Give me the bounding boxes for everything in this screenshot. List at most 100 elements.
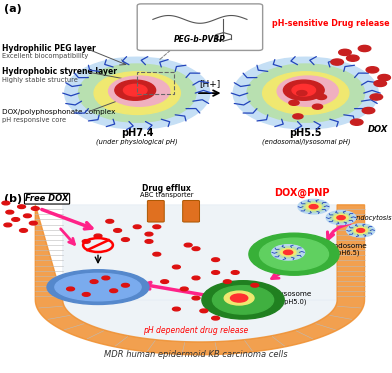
Circle shape bbox=[337, 216, 345, 220]
Text: pH7.4: pH7.4 bbox=[121, 128, 153, 138]
FancyBboxPatch shape bbox=[147, 200, 164, 222]
Text: (target): (target) bbox=[85, 294, 111, 301]
Circle shape bbox=[370, 94, 383, 100]
Circle shape bbox=[306, 203, 321, 210]
Circle shape bbox=[233, 57, 378, 129]
Circle shape bbox=[110, 289, 118, 292]
Circle shape bbox=[192, 247, 200, 251]
Circle shape bbox=[114, 229, 122, 232]
Circle shape bbox=[65, 57, 210, 129]
Text: (~pH5.0): (~pH5.0) bbox=[276, 298, 307, 305]
Circle shape bbox=[374, 80, 387, 87]
Circle shape bbox=[272, 245, 305, 260]
Text: Highly stable structure: Highly stable structure bbox=[2, 76, 78, 82]
Circle shape bbox=[350, 119, 363, 125]
Circle shape bbox=[347, 224, 375, 237]
Polygon shape bbox=[63, 205, 337, 342]
Circle shape bbox=[297, 91, 307, 95]
Circle shape bbox=[6, 210, 14, 214]
Circle shape bbox=[24, 214, 31, 217]
Text: Drug efflux: Drug efflux bbox=[142, 184, 191, 193]
FancyBboxPatch shape bbox=[137, 4, 263, 50]
Text: DOX/polyphosphonate complex: DOX/polyphosphonate complex bbox=[2, 110, 115, 116]
Circle shape bbox=[180, 287, 188, 291]
Text: DOX: DOX bbox=[368, 125, 388, 134]
Circle shape bbox=[82, 292, 90, 296]
Circle shape bbox=[123, 84, 147, 96]
Circle shape bbox=[339, 49, 351, 56]
Circle shape bbox=[347, 55, 359, 61]
Text: Endosome: Endosome bbox=[329, 243, 367, 249]
Circle shape bbox=[161, 280, 169, 283]
FancyBboxPatch shape bbox=[183, 200, 200, 222]
Circle shape bbox=[94, 234, 102, 238]
Text: pH-sensitive Drug release: pH-sensitive Drug release bbox=[272, 19, 390, 28]
Circle shape bbox=[12, 217, 20, 221]
Text: ABC transporter: ABC transporter bbox=[140, 192, 193, 198]
Circle shape bbox=[4, 223, 12, 227]
Text: (~pH6.5): (~pH6.5) bbox=[329, 249, 360, 256]
Circle shape bbox=[330, 213, 352, 223]
Circle shape bbox=[106, 219, 114, 223]
Ellipse shape bbox=[47, 270, 149, 304]
Text: (under physiological pH): (under physiological pH) bbox=[96, 138, 178, 145]
Text: PEG-b-PVBP: PEG-b-PVBP bbox=[174, 35, 226, 44]
Circle shape bbox=[192, 296, 200, 300]
Text: pH5.5: pH5.5 bbox=[290, 128, 322, 138]
Circle shape bbox=[20, 229, 27, 232]
Circle shape bbox=[2, 201, 10, 205]
Circle shape bbox=[184, 243, 192, 247]
Circle shape bbox=[326, 211, 356, 225]
Text: Excellent biocompatibility: Excellent biocompatibility bbox=[2, 53, 88, 59]
Circle shape bbox=[230, 294, 248, 302]
Circle shape bbox=[263, 72, 349, 115]
Circle shape bbox=[153, 253, 161, 256]
Circle shape bbox=[292, 84, 316, 96]
Ellipse shape bbox=[55, 273, 141, 301]
Circle shape bbox=[350, 226, 371, 235]
Circle shape bbox=[223, 280, 231, 283]
Circle shape bbox=[145, 239, 153, 243]
Circle shape bbox=[283, 250, 293, 254]
Circle shape bbox=[277, 76, 338, 106]
Text: Free DOX: Free DOX bbox=[25, 194, 69, 203]
Text: Lysosome: Lysosome bbox=[276, 291, 312, 297]
Circle shape bbox=[251, 283, 259, 287]
Circle shape bbox=[115, 80, 156, 100]
Text: [H+]: [H+] bbox=[199, 79, 220, 88]
Circle shape bbox=[224, 291, 254, 305]
Circle shape bbox=[357, 229, 365, 232]
Circle shape bbox=[354, 227, 367, 233]
Text: Hydrophobic styrene layer: Hydrophobic styrene layer bbox=[2, 67, 117, 76]
Polygon shape bbox=[35, 205, 365, 355]
Circle shape bbox=[212, 258, 220, 261]
Circle shape bbox=[331, 59, 343, 65]
Circle shape bbox=[122, 238, 129, 241]
Circle shape bbox=[289, 100, 299, 105]
Circle shape bbox=[67, 287, 74, 291]
Circle shape bbox=[231, 271, 239, 274]
Circle shape bbox=[298, 199, 329, 214]
Circle shape bbox=[362, 107, 375, 114]
Circle shape bbox=[82, 239, 90, 243]
Circle shape bbox=[122, 283, 129, 287]
Circle shape bbox=[334, 214, 348, 221]
Circle shape bbox=[283, 80, 324, 100]
Circle shape bbox=[102, 276, 110, 280]
Circle shape bbox=[145, 232, 153, 236]
Text: pH dependent drug release: pH dependent drug release bbox=[143, 326, 249, 335]
Circle shape bbox=[212, 271, 220, 274]
Circle shape bbox=[276, 247, 300, 258]
Circle shape bbox=[293, 114, 303, 119]
Circle shape bbox=[133, 225, 141, 229]
Text: (a): (a) bbox=[4, 4, 22, 14]
Circle shape bbox=[94, 72, 180, 115]
Circle shape bbox=[90, 280, 98, 283]
Circle shape bbox=[78, 64, 196, 122]
Text: Nucleus: Nucleus bbox=[81, 285, 115, 294]
Circle shape bbox=[212, 286, 274, 314]
Circle shape bbox=[172, 307, 180, 311]
Circle shape bbox=[29, 221, 37, 225]
Circle shape bbox=[302, 201, 325, 212]
Text: Hydrophilic PEG layer: Hydrophilic PEG layer bbox=[2, 44, 96, 53]
